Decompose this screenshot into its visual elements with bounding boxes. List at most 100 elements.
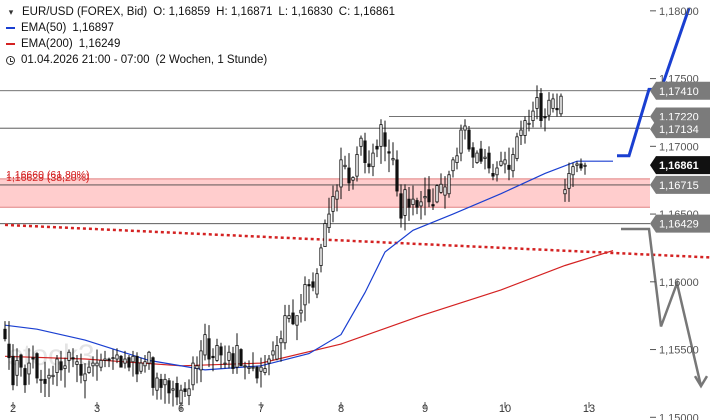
candle-body [191,362,195,386]
candle-body [167,380,171,394]
candle [99,353,103,372]
candle-body [119,355,123,368]
candle [87,360,91,374]
candle [267,354,271,376]
candle [75,354,79,383]
candle [523,116,527,144]
candle [127,354,131,372]
x-tick-label: 3 [94,403,100,415]
candle [3,321,7,342]
candle [295,315,299,341]
candle-body [255,366,259,379]
collapse-icon[interactable]: ▾ [8,7,14,17]
candle-body [515,136,519,159]
candle [487,146,491,174]
candle [287,304,291,323]
candle [27,348,31,385]
candle [351,176,355,190]
candle-body [491,173,495,177]
candle [407,186,411,221]
candle-body [383,132,387,147]
candle-body [11,355,15,386]
candle-body [519,129,523,136]
candle-body [479,148,483,162]
candle [435,184,439,204]
candle [39,369,43,393]
candle [15,348,19,387]
candle [283,304,287,350]
candle-body [415,200,419,208]
candle [375,139,379,158]
candle-body [531,110,535,121]
candle-body [331,196,335,212]
candle [315,268,319,299]
candle-body [239,349,243,367]
candle [51,365,55,385]
y-tick-label: 1,15500 [659,345,699,357]
candle-body [79,364,83,376]
candle [515,132,519,162]
candle [503,151,507,174]
candle-body [575,163,579,166]
candle-body [215,345,219,361]
candle [119,354,123,368]
legend-ema200-row[interactable]: EMA(200) 1,16249 [6,36,395,52]
candle-body [227,351,231,361]
candle-body [311,281,315,288]
candle-body [495,167,499,176]
candle [547,92,551,121]
candle-body [31,357,35,360]
candle-body [387,151,391,154]
candle [343,155,347,170]
candle-body [211,355,215,359]
candle [219,342,223,369]
candle [195,356,199,384]
price-label-text: 1,16861 [659,160,699,172]
candle-body [459,129,463,154]
ema50-label: EMA(50) [21,22,67,34]
candle-body [7,343,11,359]
x-axis: 2 3 6 7 8 9 10 13 [10,402,595,415]
candle-body [151,357,155,388]
candle [59,350,63,381]
candle [103,350,107,368]
dotted-trendline [4,223,710,259]
candle [67,349,71,373]
candle-body [275,345,279,360]
candle-body [351,177,355,181]
trendline [4,223,710,259]
candle-body [455,155,459,163]
candle [459,124,463,162]
candle-body [343,164,347,168]
x-tick-label: 6 [178,403,184,415]
y-tick-label: 1,15000 [659,412,699,420]
candle-body [271,350,275,356]
candle-body [323,223,327,247]
candle-body [179,389,183,405]
candle [183,382,187,397]
price-labels: 1,174101,172201,171341,168611,167151,164… [650,81,710,233]
candle [383,120,387,162]
candle-body [563,189,567,195]
candle [451,157,455,178]
candle [235,333,239,374]
candle [47,368,51,397]
zone-label-618: 1,16660 (61,80%) [6,169,89,181]
range-label: (2 Wochen, 1 Stunde) [155,54,268,66]
candle-body [559,95,563,115]
candle-body [123,358,127,364]
candle [123,350,127,369]
candle-body [195,365,199,369]
candle-body [399,193,403,219]
x-tick-label: 2 [10,403,16,415]
candle-body [99,359,103,368]
candle-body [295,315,299,326]
candle-body [55,358,59,373]
candle-body [327,213,331,229]
candle [303,276,307,322]
legend: ▾ EUR/USD (FOREX, Bid) O: 1,16859 H: 1,1… [6,4,395,68]
candle [63,357,67,388]
candle-body [567,173,571,189]
legend-ema50-row[interactable]: EMA(50) 1,16897 [6,20,395,36]
